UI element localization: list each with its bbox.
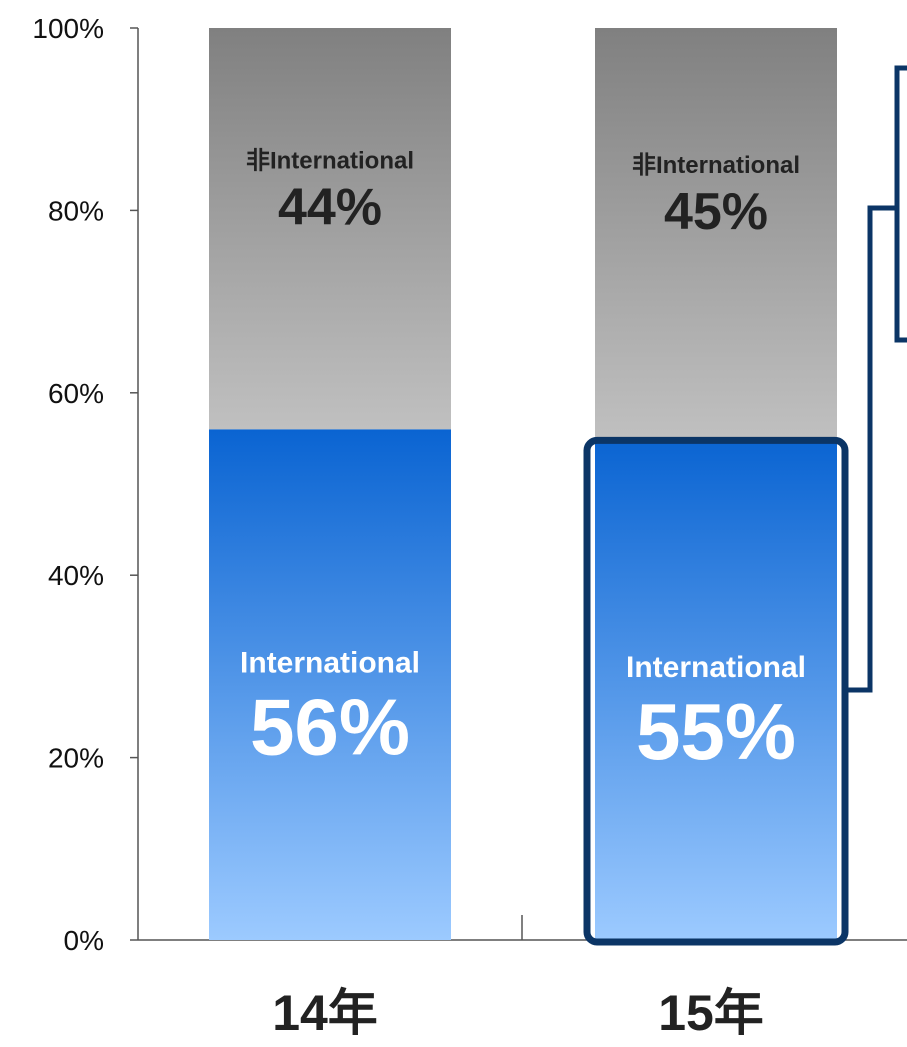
y-tick-label: 20% xyxy=(48,743,104,774)
y-tick-label: 80% xyxy=(48,195,104,226)
y-axis-ticks: 0% 20% 40% 60% 80% 100% xyxy=(32,13,138,956)
segment-series-label: 非International xyxy=(246,148,414,175)
data-label: 44% xyxy=(278,179,382,237)
y-tick-label: 100% xyxy=(32,13,104,44)
y-tick-label: 0% xyxy=(64,925,104,956)
bar-segment xyxy=(209,28,451,430)
callout-box-edge xyxy=(894,65,907,343)
bar-segment xyxy=(595,28,837,439)
y-tick-label: 40% xyxy=(48,560,104,591)
bar-segment xyxy=(209,429,451,940)
segment-series-label: 非International xyxy=(632,152,800,179)
segment-series-label: International xyxy=(626,651,806,684)
highlight-outline xyxy=(583,436,849,946)
category-label: 15年 xyxy=(658,985,764,1041)
bar-segment xyxy=(595,438,837,940)
y-tick-label: 60% xyxy=(48,378,104,409)
segment-series-label: International xyxy=(240,647,420,680)
category-label: 14年 xyxy=(272,985,378,1041)
data-label: 45% xyxy=(664,183,768,241)
data-label: 56% xyxy=(250,683,410,772)
data-label: 55% xyxy=(636,687,796,776)
callout-bracket xyxy=(848,205,897,693)
category-labels: 14年 15年 xyxy=(272,985,764,1041)
bars: International56%非International44%Interna… xyxy=(209,28,849,946)
